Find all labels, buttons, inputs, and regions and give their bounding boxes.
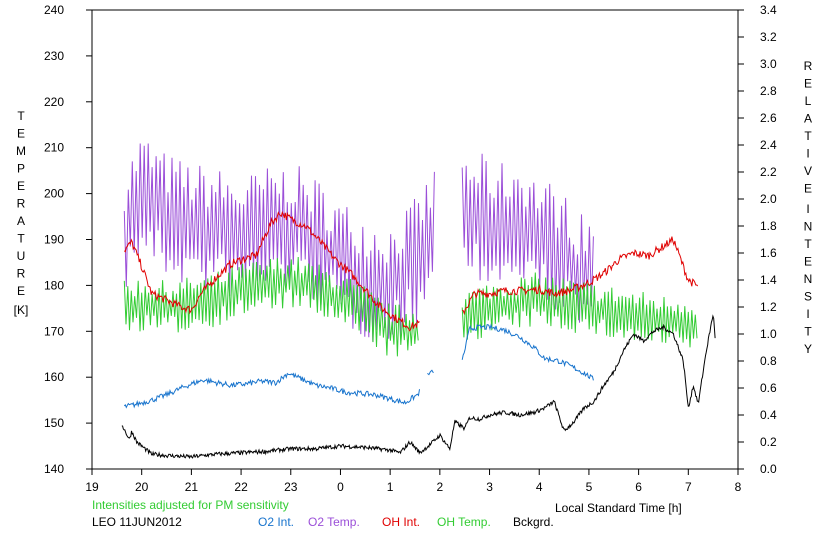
bckgrd-line (121, 314, 716, 460)
o2-int-line (461, 323, 594, 381)
y-right-tick-label: 3.2 (760, 30, 777, 44)
note-text: Intensities adjusted for PM sensitivity (92, 498, 289, 512)
y-right-title-letter: I (806, 307, 809, 321)
y-left-tick-label: 210 (44, 141, 64, 155)
y-right-title-letter: E (804, 77, 812, 91)
y-right-title-letter: T (804, 237, 812, 251)
y-right-tick-label: 3.0 (760, 57, 777, 71)
legend-label: Bckgrd. (513, 515, 554, 529)
legend-label: OH Temp. (437, 515, 491, 529)
y-right-title-letter: I (806, 202, 809, 216)
y-right-tick-label: 1.8 (760, 219, 777, 233)
y-right-title-letter: S (804, 290, 812, 304)
y-left-tick-label: 190 (44, 233, 64, 247)
y-right-tick-label: 2.0 (760, 192, 777, 206)
oh-int-line (123, 210, 420, 332)
legend-label: OH Int. (382, 515, 420, 529)
oh-temp-line (123, 256, 419, 357)
y-right-tick-label: 2.2 (760, 165, 777, 179)
legend-label: O2 Int. (258, 515, 294, 529)
o2-temp-line (461, 153, 594, 323)
y-right-tick-label: 0.6 (760, 381, 777, 395)
legend: O2 Int. O2 Temp. OH Int. OH Temp. Bckgrd. (258, 515, 554, 529)
legend-label: O2 Temp. (308, 515, 360, 529)
y-right-title-letter: L (805, 94, 812, 108)
oh-temp-line (461, 272, 698, 348)
y-left-tick-label: 140 (44, 462, 64, 476)
y-left-title-letter: R (17, 197, 26, 211)
y-right-tick-label: 1.4 (760, 273, 777, 287)
axes-layer: 19 20 21 22 23 0 1 2 3 4 5 6 7 8140150160170180190200… (44, 3, 777, 494)
y-left-tick-label: 230 (44, 49, 64, 63)
y-right-title-letter: E (804, 182, 812, 196)
y-right-title-letter: T (804, 325, 812, 339)
y-right-title-letter: N (804, 220, 813, 234)
y-left-unit: [K] (14, 303, 29, 317)
x-tick-label: 19 (85, 480, 99, 494)
x-tick-label: 23 (284, 480, 298, 494)
y-left-tick-label: 170 (44, 324, 64, 338)
o2-int-line (123, 372, 420, 409)
y-right-title-letter: E (804, 255, 812, 269)
y-left-title-letter: R (17, 267, 26, 281)
x-tick-label: 0 (337, 480, 344, 494)
y-right-title-letter: Y (804, 342, 812, 356)
x-tick-label: 4 (536, 480, 543, 494)
y-right-tick-label: 2.4 (760, 138, 777, 152)
y-left-tick-label: 240 (44, 3, 64, 17)
x-tick-label: 20 (135, 480, 149, 494)
y-left-title-letter: E (17, 284, 25, 298)
y-right-title-letter: R (804, 59, 813, 73)
oh-int-line (462, 236, 699, 316)
y-left-tick-label: 150 (44, 416, 64, 430)
y-left-tick-label: 180 (44, 278, 64, 292)
x-tick-label: 21 (185, 480, 199, 494)
dataset-label: LEO 11JUN2012 (92, 515, 182, 529)
y-left-tick-label: 220 (44, 95, 64, 109)
y-left-title-letter: M (16, 144, 26, 158)
y-right-tick-label: 0.4 (760, 408, 777, 422)
y-left-title-letter: E (17, 127, 25, 141)
y-right-title-letter: I (806, 147, 809, 161)
y-right-tick-label: 1.0 (760, 327, 777, 341)
y-left-title-letter: T (17, 109, 25, 123)
y-right-tick-label: 2.8 (760, 84, 777, 98)
y-left-title-letter: P (17, 162, 25, 176)
y-left-tick-label: 160 (44, 370, 64, 384)
x-tick-label: 6 (635, 480, 642, 494)
y-right-title-letter: T (804, 129, 812, 143)
y-right-tick-label: 0.2 (760, 435, 777, 449)
x-tick-label: 5 (586, 480, 593, 494)
x-tick-label: 22 (234, 480, 248, 494)
y-right-tick-label: 0.0 (760, 462, 777, 476)
x-axis-title: Local Standard Time [h] (555, 501, 682, 515)
y-right-tick-label: 3.4 (760, 3, 777, 17)
y-left-title-letter: E (17, 179, 25, 193)
y-left-title-letter: A (17, 214, 25, 228)
y-right-tick-label: 0.8 (760, 354, 777, 368)
x-tick-label: 1 (387, 480, 394, 494)
x-tick-label: 3 (486, 480, 493, 494)
o2-int-line (427, 369, 434, 376)
series-layer (121, 143, 716, 460)
y-right-tick-label: 1.6 (760, 246, 777, 260)
x-tick-label: 2 (437, 480, 444, 494)
y-right-title-letter: A (804, 112, 812, 126)
y-right-title-letter: V (804, 164, 812, 178)
y-left-title-letter: U (17, 249, 26, 263)
x-tick-label: 7 (685, 480, 692, 494)
y-left-tick-label: 200 (44, 187, 64, 201)
y-right-title-letter: N (804, 272, 813, 286)
x-tick-label: 8 (735, 480, 742, 494)
y-right-tick-label: 1.2 (760, 300, 777, 314)
o2-temp-line (123, 143, 435, 342)
y-left-title-letter: T (17, 232, 25, 246)
y-right-tick-label: 2.6 (760, 111, 777, 125)
